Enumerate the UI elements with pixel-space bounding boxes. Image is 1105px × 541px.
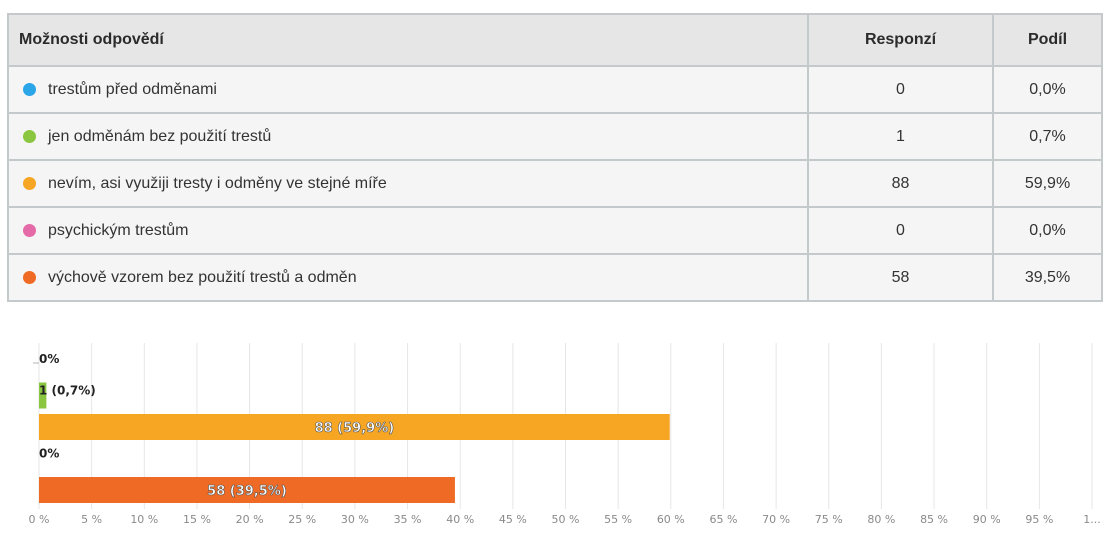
bar [39, 414, 670, 440]
answer-option-cell: výchově vzorem bez použití trestů a odmě… [7, 253, 809, 302]
answer-option-label: trestům před odměnami [48, 80, 217, 98]
x-tick-label: 15 % [183, 513, 211, 526]
x-tick-label: 45 % [499, 513, 527, 526]
bar-data-label: 0% [39, 352, 59, 366]
header-share: Podíl [992, 13, 1103, 67]
x-tick-label: 40 % [446, 513, 474, 526]
x-tick-label: 50 % [552, 513, 580, 526]
table-row: nevím, asi využiji tresty i odměny ve st… [7, 159, 1103, 208]
response-count: 0 [807, 65, 994, 114]
x-tick-label: 75 % [815, 513, 843, 526]
response-count: 1 [807, 112, 994, 161]
response-share: 59,9% [992, 159, 1103, 208]
answer-option-cell: trestům před odměnami [7, 65, 809, 114]
x-tick-label: 60 % [657, 513, 685, 526]
answer-option-label: psychickým trestům [48, 221, 189, 239]
response-share: 0,7% [992, 112, 1103, 161]
header-options: Možnosti odpovědí [7, 13, 809, 67]
x-tick-label: 95 % [1025, 513, 1053, 526]
x-tick-label: 5 % [81, 513, 102, 526]
answer-option: výchově vzorem bez použití trestů a odmě… [23, 269, 807, 287]
response-share: 39,5% [992, 253, 1103, 302]
x-tick-label: 35 % [394, 513, 422, 526]
answer-option-label: nevím, asi využiji tresty i odměny ve st… [48, 174, 387, 192]
bar-data-label: 58 (39,5%) [207, 484, 287, 499]
answer-option-label: jen odměnám bez použití trestů [48, 127, 272, 145]
response-share: 0,0% [992, 206, 1103, 255]
answer-option-cell: nevím, asi využiji tresty i odměny ve st… [7, 159, 809, 208]
color-dot-icon [23, 224, 36, 237]
answer-option: jen odměnám bez použití trestů [23, 128, 807, 146]
response-share: 0,0% [992, 65, 1103, 114]
results-table: Možnosti odpovědí Responzí Podíl trestům… [7, 13, 1103, 302]
table-row: psychickým trestům 0 0,0% [7, 206, 1103, 255]
bar [39, 382, 47, 409]
color-dot-icon [23, 177, 36, 190]
x-tick-label: 1... [1083, 513, 1101, 526]
answer-option: nevím, asi využiji tresty i odměny ve st… [23, 175, 807, 193]
x-tick-label: 85 % [920, 513, 948, 526]
x-tick-label: 30 % [341, 513, 369, 526]
response-count: 88 [807, 159, 994, 208]
bar [39, 477, 455, 503]
answer-option-cell: jen odměnám bez použití trestů [7, 112, 809, 161]
x-tick-label: 25 % [288, 513, 316, 526]
answer-option-cell: psychickým trestům [7, 206, 809, 255]
bar-data-label: 0% [39, 447, 59, 461]
x-tick-label: 20 % [236, 513, 264, 526]
table-row: jen odměnám bez použití trestů 1 0,7% [7, 112, 1103, 161]
x-tick-label: 10 % [130, 513, 158, 526]
x-tick-label: 65 % [709, 513, 737, 526]
bar-data-label: 1 (0,7%) [39, 384, 96, 398]
x-tick-label: 90 % [973, 513, 1001, 526]
x-tick-label: 55 % [604, 513, 632, 526]
bar-data-label: 88 (59,9%) [315, 421, 395, 436]
answer-option-label: výchově vzorem bez použití trestů a odmě… [48, 268, 357, 286]
response-count: 0 [807, 206, 994, 255]
response-count: 58 [807, 253, 994, 302]
x-tick-label: 0 % [29, 513, 50, 526]
bar-chart-area: 0 % 5 % 10 % 15 % 20 % 25 % 30 % 35 % 40 % 45 % 50… [7, 323, 1101, 541]
table-row: trestům před odměnami 0 0,0% [7, 65, 1103, 114]
table-header-row: Možnosti odpovědí Responzí Podíl [7, 13, 1103, 67]
table-row: výchově vzorem bez použití trestů a odmě… [7, 253, 1103, 302]
x-tick-label: 70 % [762, 513, 790, 526]
answer-option: trestům před odměnami [23, 81, 807, 99]
answer-option: psychickým trestům [23, 222, 807, 240]
table-body: trestům před odměnami 0 0,0% jen odměnám be… [7, 65, 1103, 302]
header-responses: Responzí [807, 13, 994, 67]
color-dot-icon [23, 271, 36, 284]
bar-chart: 0 % 5 % 10 % 15 % 20 % 25 % 30 % 35 % 40 % 45 % 50… [29, 343, 1101, 526]
color-dot-icon [23, 83, 36, 96]
color-dot-icon [23, 130, 36, 143]
x-tick-label: 80 % [867, 513, 895, 526]
